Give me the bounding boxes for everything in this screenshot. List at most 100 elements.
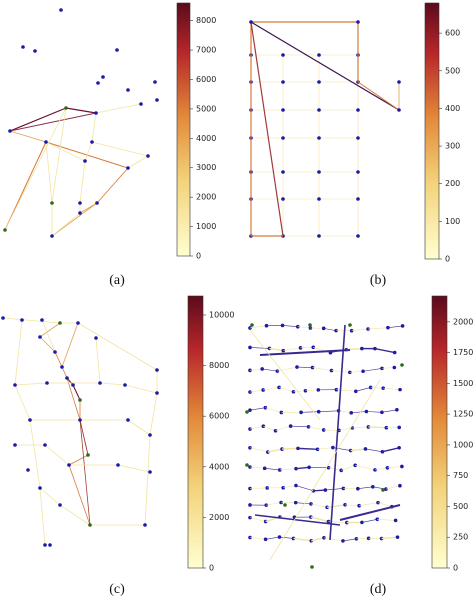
node <box>45 381 49 385</box>
edge <box>352 426 369 429</box>
edge <box>59 504 91 526</box>
edge <box>374 467 388 471</box>
edge <box>355 387 371 392</box>
edge <box>313 489 326 492</box>
edge <box>124 384 158 394</box>
edge <box>279 468 297 471</box>
node <box>317 170 321 174</box>
edge <box>84 141 93 162</box>
edge <box>383 387 401 390</box>
colorbar-tick-label: 7000 <box>196 46 216 55</box>
node <box>64 106 68 110</box>
colorbar-tick-label: 200 <box>445 179 460 188</box>
edge <box>325 488 344 491</box>
node <box>98 381 102 385</box>
colorbar-tick-label: 2000 <box>196 193 216 202</box>
node <box>317 53 321 57</box>
node <box>395 408 399 412</box>
edge <box>44 444 70 466</box>
edge <box>345 504 360 506</box>
colorbar-tick-label: 600 <box>445 29 460 38</box>
edge <box>54 351 63 368</box>
node <box>96 81 100 85</box>
node <box>146 154 150 158</box>
node <box>317 80 321 84</box>
edge <box>381 409 397 413</box>
edge <box>2 317 61 324</box>
edge <box>127 155 149 169</box>
edge <box>366 411 382 413</box>
edge <box>39 322 61 338</box>
edge <box>349 370 364 373</box>
node <box>33 49 37 53</box>
node <box>58 321 62 325</box>
node <box>50 234 54 238</box>
colorbar-tick-label: 1750 <box>453 348 473 357</box>
edge <box>39 336 56 353</box>
node <box>395 535 400 539</box>
node <box>248 390 252 394</box>
node <box>356 20 360 24</box>
edge <box>39 487 46 546</box>
node <box>250 323 254 327</box>
node <box>59 8 63 12</box>
node <box>261 388 265 392</box>
node <box>126 166 130 170</box>
colorbar-tick-label: 1500 <box>453 379 473 388</box>
edge <box>265 536 280 540</box>
node <box>249 20 253 24</box>
edge <box>79 160 86 204</box>
edge <box>310 516 329 523</box>
edge <box>357 486 373 489</box>
edge <box>293 537 312 542</box>
edge <box>99 382 126 386</box>
edge <box>149 392 158 436</box>
edge <box>368 327 388 330</box>
colorbar <box>176 2 191 257</box>
node <box>139 102 143 106</box>
node <box>264 323 269 328</box>
node <box>323 488 328 492</box>
edge <box>4 141 47 231</box>
edge <box>282 447 299 450</box>
node <box>21 45 25 49</box>
edge <box>29 419 41 489</box>
edge <box>277 366 298 372</box>
node <box>65 376 69 380</box>
node <box>78 418 82 422</box>
node <box>78 201 82 205</box>
edge <box>385 485 400 490</box>
edge <box>269 347 284 352</box>
node <box>115 48 119 52</box>
node <box>400 363 404 367</box>
node <box>310 565 314 569</box>
edge <box>4 107 67 231</box>
node <box>281 108 285 112</box>
edge <box>282 325 298 328</box>
colorbar-tick-label: 5000 <box>196 104 216 113</box>
node <box>281 197 285 201</box>
node <box>317 108 321 112</box>
edge <box>249 425 264 430</box>
node <box>349 328 354 333</box>
colorbar-tick-label: 500 <box>453 502 468 511</box>
edge <box>39 487 61 506</box>
node <box>26 468 30 472</box>
edge <box>357 81 400 111</box>
edge <box>351 328 369 332</box>
colorbar-tick-label: 2000 <box>209 513 229 522</box>
node <box>317 136 321 140</box>
node <box>308 323 312 327</box>
edge <box>51 212 81 237</box>
node <box>94 336 98 340</box>
node <box>90 140 94 144</box>
edge <box>77 322 158 371</box>
node <box>13 383 17 387</box>
edge <box>79 419 91 526</box>
edge <box>95 103 142 114</box>
edge <box>368 426 387 429</box>
node <box>126 88 130 92</box>
edge <box>323 328 337 331</box>
edge <box>68 454 89 466</box>
